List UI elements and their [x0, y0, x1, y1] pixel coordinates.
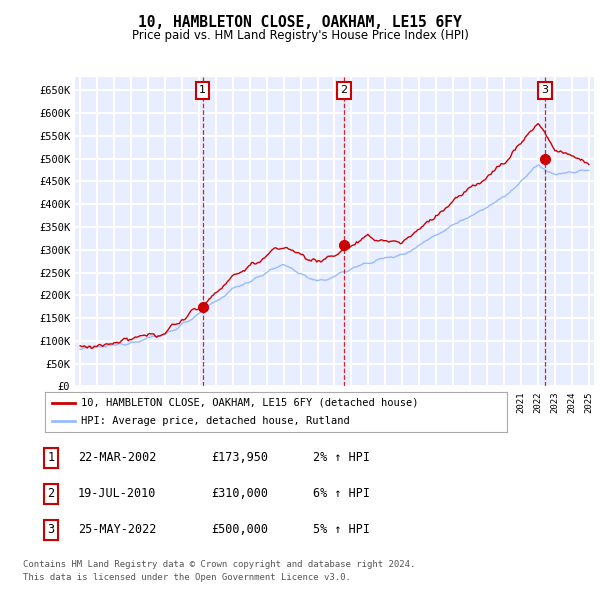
Text: 6% ↑ HPI: 6% ↑ HPI: [313, 487, 370, 500]
Text: 3: 3: [541, 86, 548, 96]
Text: 10, HAMBLETON CLOSE, OAKHAM, LE15 6FY (detached house): 10, HAMBLETON CLOSE, OAKHAM, LE15 6FY (d…: [81, 398, 419, 408]
Text: 1: 1: [47, 451, 55, 464]
Text: This data is licensed under the Open Government Licence v3.0.: This data is licensed under the Open Gov…: [23, 572, 350, 582]
Text: 19-JUL-2010: 19-JUL-2010: [78, 487, 156, 500]
Text: 2: 2: [47, 487, 55, 500]
Text: HPI: Average price, detached house, Rutland: HPI: Average price, detached house, Rutl…: [81, 416, 350, 426]
Text: 5% ↑ HPI: 5% ↑ HPI: [313, 523, 370, 536]
Text: 3: 3: [47, 523, 55, 536]
Text: Contains HM Land Registry data © Crown copyright and database right 2024.: Contains HM Land Registry data © Crown c…: [23, 559, 415, 569]
Text: £173,950: £173,950: [212, 451, 269, 464]
Text: Price paid vs. HM Land Registry's House Price Index (HPI): Price paid vs. HM Land Registry's House …: [131, 29, 469, 42]
Text: 22-MAR-2002: 22-MAR-2002: [78, 451, 156, 464]
Text: 10, HAMBLETON CLOSE, OAKHAM, LE15 6FY: 10, HAMBLETON CLOSE, OAKHAM, LE15 6FY: [138, 15, 462, 30]
Text: 2% ↑ HPI: 2% ↑ HPI: [313, 451, 370, 464]
Text: 25-MAY-2022: 25-MAY-2022: [78, 523, 156, 536]
Text: £500,000: £500,000: [212, 523, 269, 536]
Text: 2: 2: [340, 86, 347, 96]
Text: £310,000: £310,000: [212, 487, 269, 500]
Text: 1: 1: [199, 86, 206, 96]
